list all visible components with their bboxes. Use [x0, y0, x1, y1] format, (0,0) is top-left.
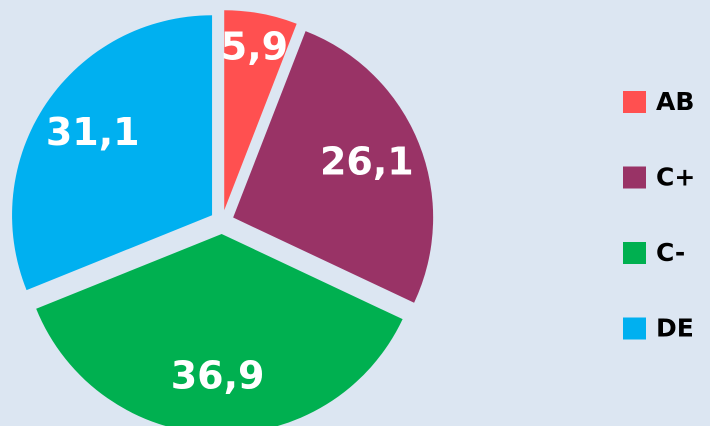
legend-label: AB — [656, 87, 694, 116]
data-label: 26,1 — [320, 140, 414, 184]
legend-swatch — [623, 242, 646, 264]
pie-slice — [224, 10, 297, 211]
legend-label: C+ — [656, 163, 695, 192]
data-label: 36,9 — [171, 353, 265, 397]
legend-label: DE — [656, 314, 694, 343]
pie-slice — [36, 233, 403, 426]
data-label: 5,9 — [221, 25, 288, 69]
legend-swatch — [623, 166, 646, 189]
data-label: 31,1 — [46, 110, 140, 154]
pie-slice — [233, 31, 434, 303]
pie-slice — [12, 15, 213, 291]
legend-swatch — [623, 91, 646, 113]
legend-swatch — [623, 317, 646, 340]
legend-label: C- — [656, 238, 685, 267]
